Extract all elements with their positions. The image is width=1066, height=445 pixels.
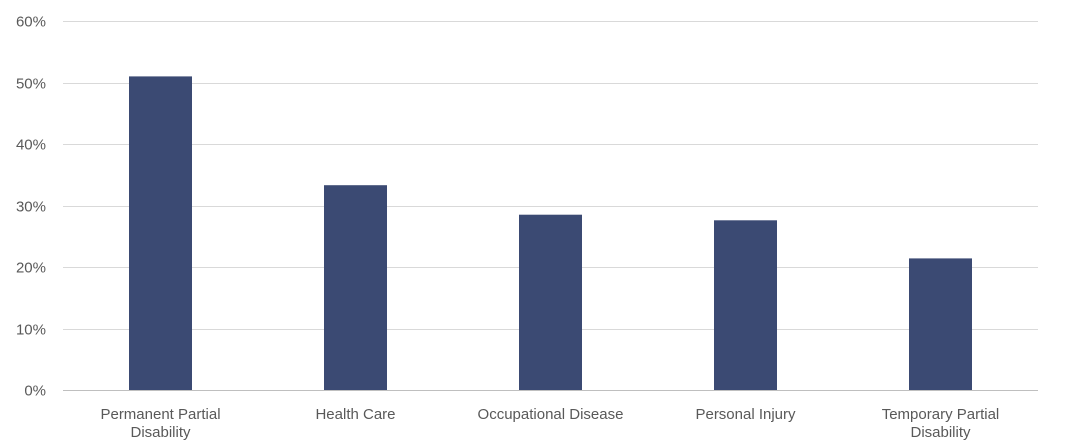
x-axis-labels: Permanent Partial Disability Health Care Oc… xyxy=(100,406,999,441)
y-tick-label: 60% xyxy=(16,14,46,31)
x-category-label: Health Care xyxy=(315,406,395,423)
bar xyxy=(714,220,777,390)
y-tick-label: 0% xyxy=(24,383,46,400)
bar xyxy=(324,185,387,390)
y-tick-label: 50% xyxy=(16,76,46,93)
bars xyxy=(129,76,972,391)
y-tick-label: 40% xyxy=(16,137,46,154)
bar xyxy=(519,214,582,390)
y-tick-label: 20% xyxy=(16,260,46,277)
y-axis-ticks: 0% 10% 20% 30% 40% 50% 60% xyxy=(16,14,46,400)
x-category-label: Personal Injury xyxy=(695,406,796,423)
y-tick-label: 30% xyxy=(16,199,46,216)
bar xyxy=(909,258,972,390)
x-category-label: Permanent Partial Disability xyxy=(100,406,220,441)
x-category-label: Temporary Partial Disability xyxy=(882,406,1000,441)
y-tick-label: 10% xyxy=(16,322,46,339)
x-category-label: Occupational Disease xyxy=(478,406,624,423)
bar xyxy=(129,76,192,391)
